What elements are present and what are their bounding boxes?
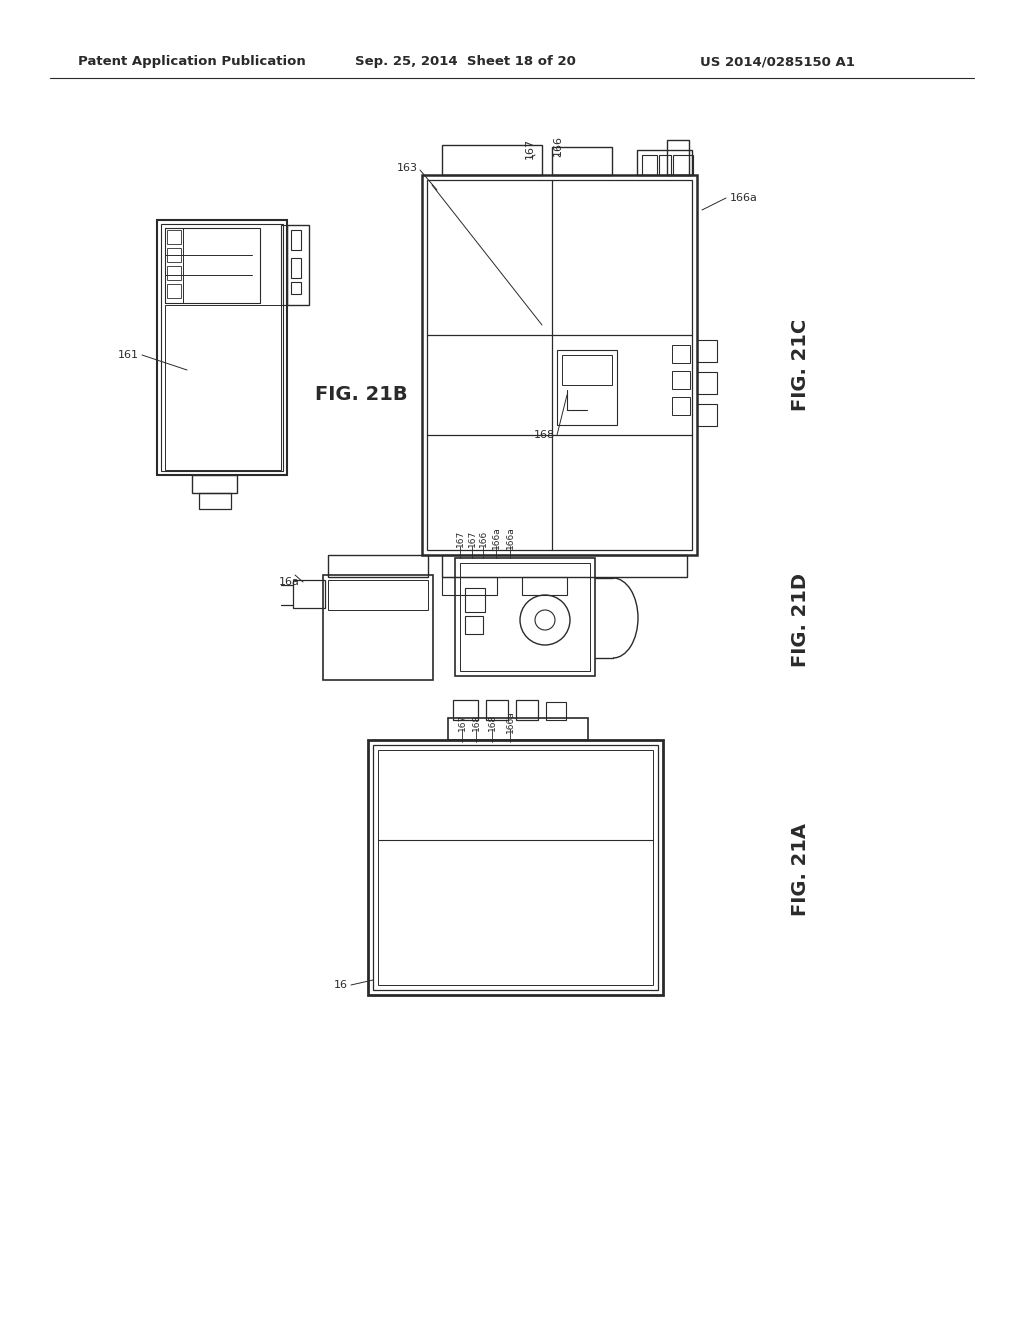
Bar <box>449 718 588 741</box>
Bar <box>193 475 237 492</box>
Bar <box>165 228 183 304</box>
Bar <box>373 744 658 990</box>
Text: 168: 168 <box>534 430 555 440</box>
Bar <box>552 147 612 176</box>
Bar <box>368 741 663 995</box>
Bar <box>291 257 301 279</box>
Bar <box>328 579 428 610</box>
Text: 166: 166 <box>478 529 487 546</box>
Bar <box>522 577 567 595</box>
Bar <box>328 554 428 577</box>
Bar <box>673 154 693 176</box>
Bar <box>291 282 301 294</box>
Text: 166: 166 <box>553 135 563 156</box>
Bar <box>465 587 485 612</box>
Text: Sep. 25, 2014  Sheet 18 of 20: Sep. 25, 2014 Sheet 18 of 20 <box>355 55 575 69</box>
Bar <box>460 564 590 671</box>
Bar <box>427 180 692 550</box>
Bar <box>161 224 283 471</box>
Bar <box>378 750 653 985</box>
Bar <box>672 371 690 389</box>
Bar <box>697 341 717 362</box>
Bar <box>465 616 483 634</box>
Bar <box>672 345 690 363</box>
Bar <box>287 224 309 305</box>
Text: 168: 168 <box>471 713 480 731</box>
Text: FIG. 21D: FIG. 21D <box>791 573 810 667</box>
Bar <box>697 404 717 426</box>
Text: 167: 167 <box>456 529 465 546</box>
Text: FIG. 21C: FIG. 21C <box>791 319 810 411</box>
Bar <box>637 150 692 176</box>
Bar <box>167 267 181 280</box>
Text: 167: 167 <box>458 713 467 731</box>
Bar <box>167 284 181 298</box>
Bar <box>455 558 595 676</box>
Text: FIG. 21B: FIG. 21B <box>315 385 408 404</box>
Bar <box>667 140 689 176</box>
Text: Patent Application Publication: Patent Application Publication <box>78 55 306 69</box>
Text: 16a: 16a <box>280 577 300 587</box>
Bar <box>516 700 538 719</box>
Bar <box>281 224 287 305</box>
Text: FIG. 21A: FIG. 21A <box>791 824 810 916</box>
Bar <box>293 579 325 609</box>
Bar <box>642 154 657 176</box>
Bar <box>442 145 542 176</box>
Bar <box>291 230 301 249</box>
Text: 161: 161 <box>118 350 139 360</box>
Bar <box>422 176 697 554</box>
Text: US 2014/0285150 A1: US 2014/0285150 A1 <box>700 55 855 69</box>
Bar <box>557 350 617 425</box>
Text: 166a: 166a <box>492 527 501 549</box>
Text: 166a: 166a <box>506 710 514 734</box>
Bar <box>697 372 717 393</box>
Bar <box>546 702 566 719</box>
Text: 16: 16 <box>334 979 348 990</box>
Text: 163: 163 <box>397 162 418 173</box>
Bar <box>442 554 687 577</box>
Bar <box>167 248 181 261</box>
Bar <box>323 576 433 680</box>
Bar <box>486 700 508 719</box>
Bar <box>199 492 231 510</box>
Bar <box>453 700 478 719</box>
Text: 167: 167 <box>525 137 535 158</box>
Text: 167: 167 <box>468 529 476 546</box>
Bar <box>659 154 671 176</box>
Bar <box>157 220 287 475</box>
Text: 168: 168 <box>487 713 497 731</box>
Text: 166a: 166a <box>730 193 758 203</box>
Bar <box>562 355 612 385</box>
Bar <box>165 228 260 304</box>
Bar <box>165 305 281 470</box>
Text: 166a: 166a <box>506 527 514 549</box>
Bar <box>167 230 181 244</box>
Bar <box>442 577 497 595</box>
Bar <box>672 397 690 414</box>
